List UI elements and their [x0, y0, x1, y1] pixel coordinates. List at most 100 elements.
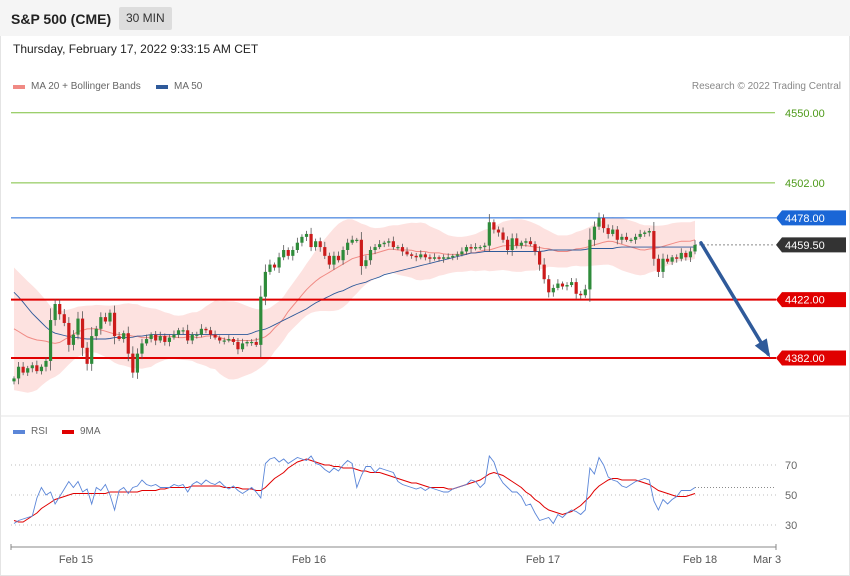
candle-body	[556, 283, 560, 288]
candle-body	[451, 255, 455, 258]
candle-body	[350, 239, 354, 243]
candle-body	[16, 366, 21, 379]
candle-body	[693, 244, 697, 252]
candle-body	[405, 251, 409, 255]
candle-body	[606, 228, 610, 234]
candle-body	[172, 334, 176, 338]
candle-body	[268, 264, 272, 272]
candle-body	[528, 241, 533, 245]
candle-body	[195, 334, 199, 336]
candle-body	[597, 217, 601, 227]
candle-body	[551, 287, 555, 293]
candle-body	[318, 241, 322, 248]
legend-swatch-bollinger	[13, 84, 25, 89]
candle-body	[428, 257, 432, 259]
candle-body	[295, 242, 299, 250]
time-axis-label: Feb 15	[59, 554, 93, 566]
time-axis-label: Feb 16	[292, 554, 326, 566]
candle-body	[588, 239, 592, 290]
candle-body	[442, 257, 446, 259]
candle-body	[469, 247, 473, 249]
candle-body	[368, 250, 373, 261]
candle-body	[474, 247, 478, 249]
candle-body	[665, 258, 670, 262]
candle-body	[346, 242, 350, 250]
candle-body	[364, 260, 368, 267]
rsi-tick-label: 50	[785, 490, 797, 502]
candle-body	[67, 322, 71, 345]
candle-body	[300, 236, 304, 243]
candle-body	[21, 366, 25, 373]
candle-body	[460, 251, 464, 255]
candle-body	[419, 254, 423, 258]
last-price-tag	[776, 237, 846, 253]
candle-body	[382, 242, 386, 245]
candle-body	[670, 257, 674, 262]
candle-body	[30, 365, 34, 369]
legend-swatch-rsi	[13, 429, 25, 434]
candle-body	[240, 343, 245, 350]
candle-body	[483, 245, 487, 248]
candle-body	[675, 257, 679, 259]
candle-body	[53, 304, 57, 321]
candle-body	[583, 289, 587, 296]
candle-body	[117, 336, 121, 340]
candle-body	[131, 353, 135, 373]
candle-body	[259, 296, 263, 345]
candle-body	[213, 334, 217, 338]
candle-body	[624, 236, 629, 240]
instrument-title: S&P 500 (CME)	[11, 11, 112, 27]
candle-body	[158, 336, 162, 341]
target-level-label: 4502.00	[785, 178, 825, 190]
legend-9ma: 9MA	[62, 426, 101, 437]
projection-arrow-shaft	[699, 241, 770, 356]
candle-body	[565, 285, 569, 287]
rsi-9ma-line	[13, 458, 696, 523]
legend-label-rsi: RSI	[31, 426, 48, 437]
time-axis-label: Feb 17	[526, 554, 560, 566]
candle-body	[58, 304, 62, 315]
candle-body	[620, 236, 624, 240]
candle-body	[227, 339, 231, 341]
candle-body	[647, 231, 651, 233]
candle-body	[323, 247, 327, 256]
candle-body	[35, 365, 39, 372]
target-level-label: 4550.00	[785, 108, 825, 120]
candle-body	[524, 241, 528, 243]
candle-body	[684, 252, 688, 258]
candle-body	[76, 318, 80, 335]
candle-body	[112, 312, 117, 337]
bollinger-bands	[14, 217, 695, 393]
candle-body	[569, 282, 574, 286]
candle-body	[400, 247, 405, 252]
candle-body	[455, 254, 459, 256]
interval-badge[interactable]: 30 MIN	[119, 7, 172, 30]
candle-body	[231, 339, 235, 342]
candle-body	[519, 242, 523, 246]
time-axis-label: Mar 3	[753, 554, 781, 566]
candle-body	[39, 366, 44, 372]
research-credit: Research © 2022 Trading Central	[691, 81, 841, 92]
candle-body	[478, 247, 482, 249]
projection-arrow-head	[754, 338, 771, 358]
candle-body	[437, 257, 441, 259]
price-levels: 4550.00 4502.00 4478.00 4459.50 4422.00 4382.…	[11, 108, 846, 366]
candle-body	[186, 330, 190, 341]
candle-body	[286, 250, 290, 256]
candle-body	[304, 233, 309, 237]
chart-header: S&P 500 (CME) 30 MIN	[0, 0, 850, 36]
candle-body	[327, 255, 331, 265]
candle-body	[190, 334, 194, 341]
candle-body	[688, 251, 693, 258]
candle-body	[378, 244, 382, 248]
candle-body	[44, 360, 48, 367]
candle-body	[62, 314, 66, 323]
candle-body	[94, 328, 98, 337]
candle-body	[272, 264, 277, 268]
candle-body	[176, 330, 181, 335]
candle-body	[501, 232, 505, 240]
candle-body	[263, 271, 267, 297]
candle-body	[592, 226, 597, 240]
candle-body	[643, 232, 647, 234]
candle-body	[71, 334, 76, 345]
